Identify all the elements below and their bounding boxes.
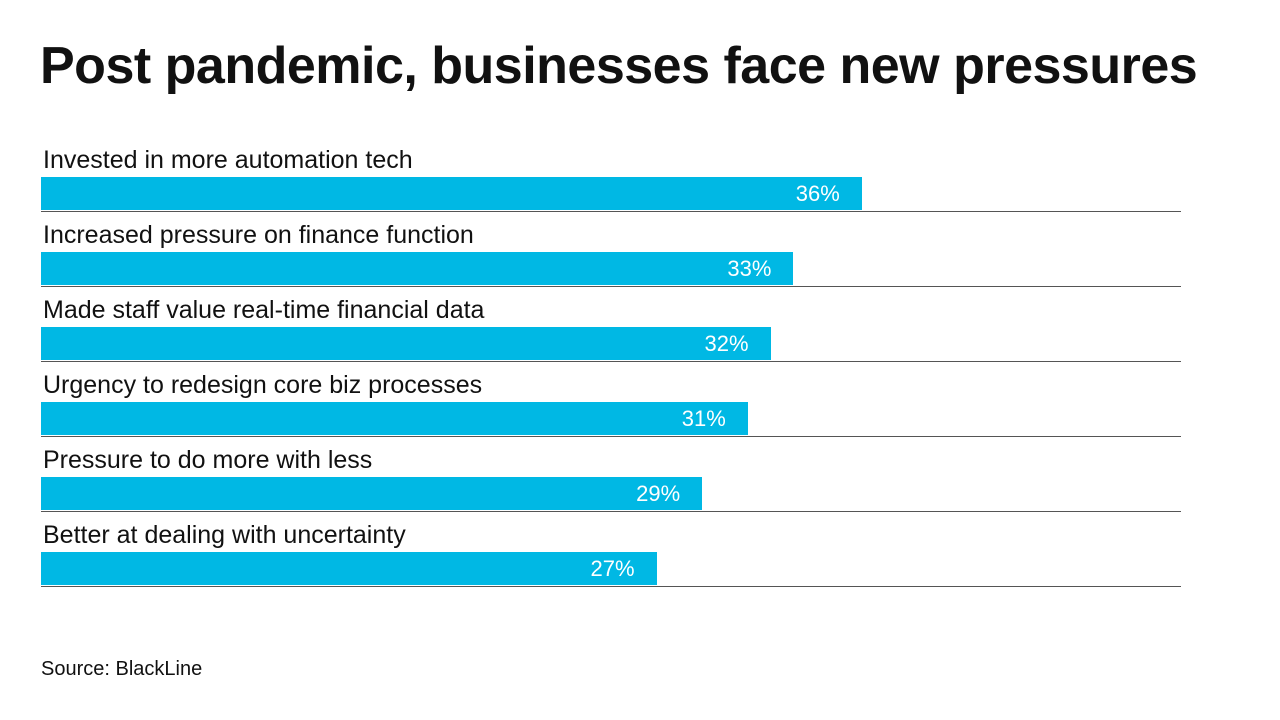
- category-label: Pressure to do more with less: [43, 446, 373, 474]
- category-label: Increased pressure on finance function: [43, 221, 474, 249]
- bar: 27%: [41, 552, 657, 585]
- category-label: Invested in more automation tech: [43, 146, 413, 174]
- bar-row: Urgency to redesign core biz processes 31…: [41, 370, 1181, 445]
- bar: 33%: [41, 252, 794, 285]
- row-divider: [41, 211, 1181, 212]
- bar-row: Pressure to do more with less 29%: [41, 445, 1181, 520]
- value-label: 31%: [681, 406, 726, 431]
- value-label: 36%: [795, 181, 840, 206]
- value-label: 29%: [636, 481, 681, 506]
- row-divider: [41, 361, 1181, 362]
- source-note: Source: BlackLine: [41, 658, 203, 680]
- category-label: Made staff value real-time financial dat…: [43, 296, 485, 324]
- value-label: 33%: [727, 256, 772, 281]
- row-divider: [41, 586, 1181, 587]
- row-divider: [41, 286, 1181, 287]
- category-label: Better at dealing with uncertainty: [43, 521, 406, 549]
- row-divider: [41, 511, 1181, 512]
- bar: 29%: [41, 477, 703, 510]
- bar: 31%: [41, 402, 748, 435]
- value-label: 32%: [704, 331, 749, 356]
- bar-row: Invested in more automation tech 36%: [41, 145, 1181, 220]
- row-divider: [41, 436, 1181, 437]
- bar-row: Better at dealing with uncertainty 27%: [41, 520, 1181, 595]
- bar: 36%: [41, 177, 862, 210]
- bar: 32%: [41, 327, 771, 360]
- chart-title: Post pandemic, businesses face new press…: [40, 37, 1198, 95]
- category-label: Urgency to redesign core biz processes: [43, 371, 483, 399]
- value-label: 27%: [590, 556, 635, 581]
- bar-row: Increased pressure on finance function 33…: [41, 220, 1181, 295]
- bar-row: Made staff value real-time financial dat…: [41, 295, 1181, 370]
